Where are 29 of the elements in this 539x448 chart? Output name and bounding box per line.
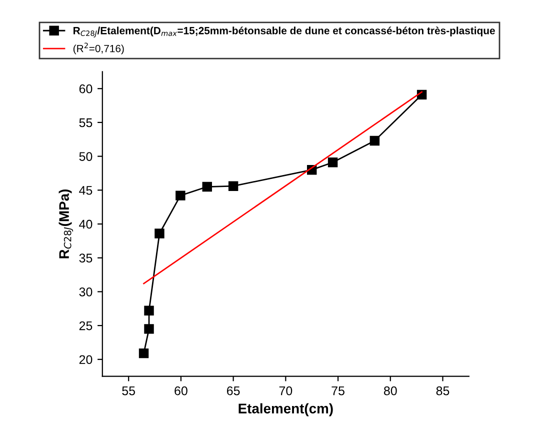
point [176, 190, 186, 200]
y-tick-label: 45 [79, 186, 92, 195]
y-tick-label: 35 [79, 254, 92, 262]
y-tick-label: 60 [79, 84, 92, 94]
point [144, 324, 154, 334]
point [138, 348, 149, 358]
point [202, 182, 212, 192]
x-tick-label: 60 [174, 386, 188, 396]
y-tick-label: 20 [79, 355, 92, 364]
y-tick-label: 55 [79, 118, 92, 128]
legend-label: (R$^{2}$=0,716) [73, 42, 124, 54]
y-axis-title: R$_{C28J}$(MPa) [58, 190, 74, 258]
x-tick-label: 75 [332, 386, 344, 396]
x-tick-label: 70 [279, 386, 292, 396]
x-tick-label: 55 [122, 386, 136, 396]
x-axis-title: Etalement(cm) [238, 403, 333, 416]
x-tick-label: 80 [384, 386, 397, 396]
y-tick-label: 40 [79, 220, 92, 229]
x-tick-label: 65 [226, 386, 240, 396]
point [154, 228, 164, 238]
y-tick-label: 25 [79, 321, 92, 330]
point [144, 306, 154, 316]
point [228, 181, 238, 191]
y-tick-label: 50 [79, 152, 92, 161]
x-tick-label: 85 [436, 386, 450, 396]
point [370, 136, 380, 146]
legend-label: R$_{C28J}$/Etalement(D$_{max}$=15;25mm-bétonsable de dune et concassé-béton très-plastique [74, 26, 495, 38]
y-tick-label: 30 [79, 288, 92, 296]
point [328, 158, 338, 168]
